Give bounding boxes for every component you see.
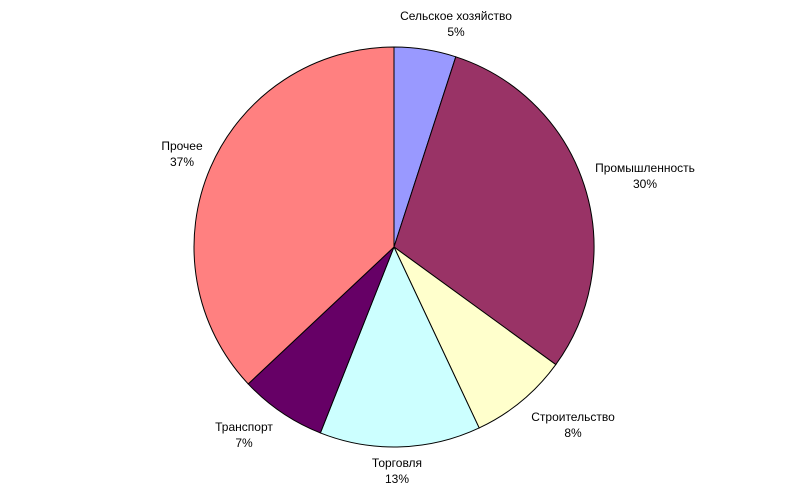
slice-label-value: 7% <box>235 436 253 450</box>
slice-labels: Сельское хозяйство 5% Промышленность 30% Стр… <box>161 9 695 486</box>
pie-slices <box>193 46 595 448</box>
slice-label-name: Торговля <box>372 456 422 470</box>
slice-label-construction: Строительство 8% <box>531 410 615 440</box>
slice-label-value: 37% <box>170 155 194 169</box>
pie-slice-construction <box>393 246 557 429</box>
slice-label-name: Промышленность <box>595 161 695 175</box>
slice-label-value: 30% <box>633 177 657 191</box>
slice-label-agriculture: Сельское хозяйство 5% <box>400 9 512 39</box>
slice-label-value: 5% <box>447 25 465 39</box>
slice-label-name: Транспорт <box>215 420 273 434</box>
slice-label-trade: Торговля 13% <box>372 456 422 486</box>
slice-label-transport: Транспорт 7% <box>215 420 273 450</box>
slice-label-name: Сельское хозяйство <box>400 9 512 23</box>
slice-label-industry: Промышленность 30% <box>595 161 695 191</box>
pie-slice-industry <box>393 56 595 366</box>
slice-label-value: 13% <box>385 472 409 486</box>
slice-label-name: Прочее <box>161 139 203 153</box>
pie-slice-trade <box>319 245 480 448</box>
slice-label-other: Прочее 37% <box>161 139 203 169</box>
slice-label-value: 8% <box>564 426 582 440</box>
slice-label-name: Строительство <box>531 410 615 424</box>
pie-slice-other <box>193 46 395 385</box>
